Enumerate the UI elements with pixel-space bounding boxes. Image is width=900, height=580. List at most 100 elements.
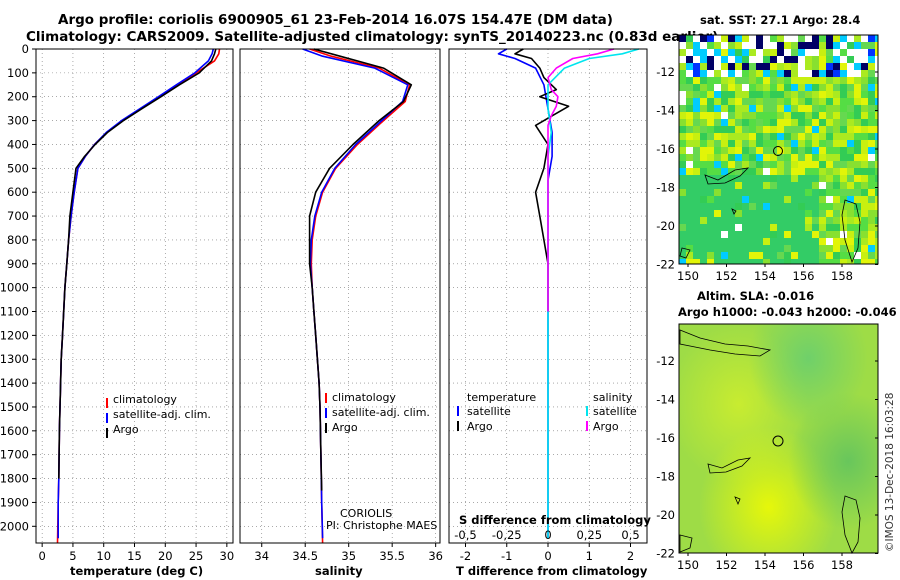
sst-cell: [714, 42, 721, 49]
sst-cell: [742, 217, 749, 224]
sst-cell: [693, 252, 700, 259]
sst-cell: [805, 140, 812, 147]
sst-cell: [833, 182, 840, 189]
sst-cell: [700, 147, 707, 154]
sst-cell: [693, 231, 700, 238]
sst-cell: [679, 168, 686, 175]
sst-cell: [826, 196, 833, 203]
sst-cell: [805, 259, 812, 264]
sst-cell: [714, 217, 721, 224]
sst-cell: [854, 147, 861, 154]
sst-cell: [763, 147, 770, 154]
sst-cell: [777, 231, 784, 238]
sst-cell: [812, 56, 819, 63]
sst-cell: [749, 84, 756, 91]
sst-cell: [770, 203, 777, 210]
sst-cell: [735, 210, 742, 217]
sst-cell: [728, 70, 735, 77]
sst-cell: [798, 231, 805, 238]
sst-cell: [805, 154, 812, 161]
sst-cell: [735, 112, 742, 119]
sst-cell: [742, 84, 749, 91]
sst-cell: [721, 70, 728, 77]
sst-cell: [784, 140, 791, 147]
sst-cell: [693, 217, 700, 224]
sst-cell: [721, 112, 728, 119]
sst-cell: [770, 140, 777, 147]
sst-cell: [861, 112, 868, 119]
legend-t-argo: Argo: [467, 420, 493, 433]
sst-cell: [735, 238, 742, 245]
sst-cell: [679, 147, 686, 154]
sst-cell: [749, 98, 756, 105]
sst-cell: [791, 49, 798, 56]
sst-cell: [805, 245, 812, 252]
sst-cell: [721, 105, 728, 112]
sst-cell: [833, 245, 840, 252]
sst-cell: [875, 119, 878, 126]
sst-cell: [784, 119, 791, 126]
map-y-tick-label: -14: [656, 104, 675, 118]
sst-cell: [721, 168, 728, 175]
sst-cell: [777, 203, 784, 210]
sst-cell: [707, 105, 714, 112]
sst-cell: [700, 140, 707, 147]
sst-cell: [847, 105, 854, 112]
sst-cell: [777, 133, 784, 140]
sst-cell: [854, 98, 861, 105]
sst-cell: [826, 42, 833, 49]
sst-cell: [700, 196, 707, 203]
sst-cell: [777, 105, 784, 112]
sst-cell: [861, 63, 868, 70]
sst-cell: [693, 133, 700, 140]
sst-cell: [763, 238, 770, 245]
sst-cell: [763, 231, 770, 238]
sst-cell: [875, 210, 878, 217]
sst-cell: [749, 70, 756, 77]
sst-cell: [679, 175, 686, 182]
sst-cell: [840, 133, 847, 140]
sst-cell: [693, 259, 700, 264]
sst-cell: [784, 35, 791, 42]
sst-cell: [686, 49, 693, 56]
sst-cell: [770, 196, 777, 203]
sst-cell: [791, 91, 798, 98]
legend-salinity-title: salinity: [593, 391, 633, 404]
sst-cell: [700, 35, 707, 42]
sst-cell: [693, 245, 700, 252]
sst-cell: [861, 231, 868, 238]
sst-cell: [693, 112, 700, 119]
map-x-tick-label: 152: [716, 269, 738, 283]
sst-cell: [847, 147, 854, 154]
sst-cell: [735, 49, 742, 56]
sst-cell: [875, 161, 878, 168]
sst-cell: [819, 91, 826, 98]
series-line: [56, 48, 221, 544]
sst-cell: [819, 210, 826, 217]
s-tick-label: 0,5: [621, 528, 639, 542]
sst-cell: [735, 203, 742, 210]
sst-cell: [833, 154, 840, 161]
sst-cell: [840, 245, 847, 252]
sst-cell: [791, 147, 798, 154]
sst-cell: [840, 105, 847, 112]
sst-cell: [798, 112, 805, 119]
sst-cell: [875, 231, 878, 238]
sst-cell: [749, 175, 756, 182]
sst-cell: [742, 224, 749, 231]
sst-cell: [756, 63, 763, 70]
sst-cell: [700, 105, 707, 112]
sst-cell: [798, 161, 805, 168]
sst-cell: [721, 91, 728, 98]
series-line: [547, 48, 615, 312]
sst-cell: [721, 196, 728, 203]
map-y-tick-label: -14: [656, 393, 675, 407]
sst-cell: [728, 91, 735, 98]
sst-cell: [728, 35, 735, 42]
sst-cell: [728, 168, 735, 175]
sst-cell: [847, 210, 854, 217]
sst-cell: [805, 189, 812, 196]
sst-cell: [798, 245, 805, 252]
sst-cell: [707, 238, 714, 245]
sst-cell: [735, 133, 742, 140]
